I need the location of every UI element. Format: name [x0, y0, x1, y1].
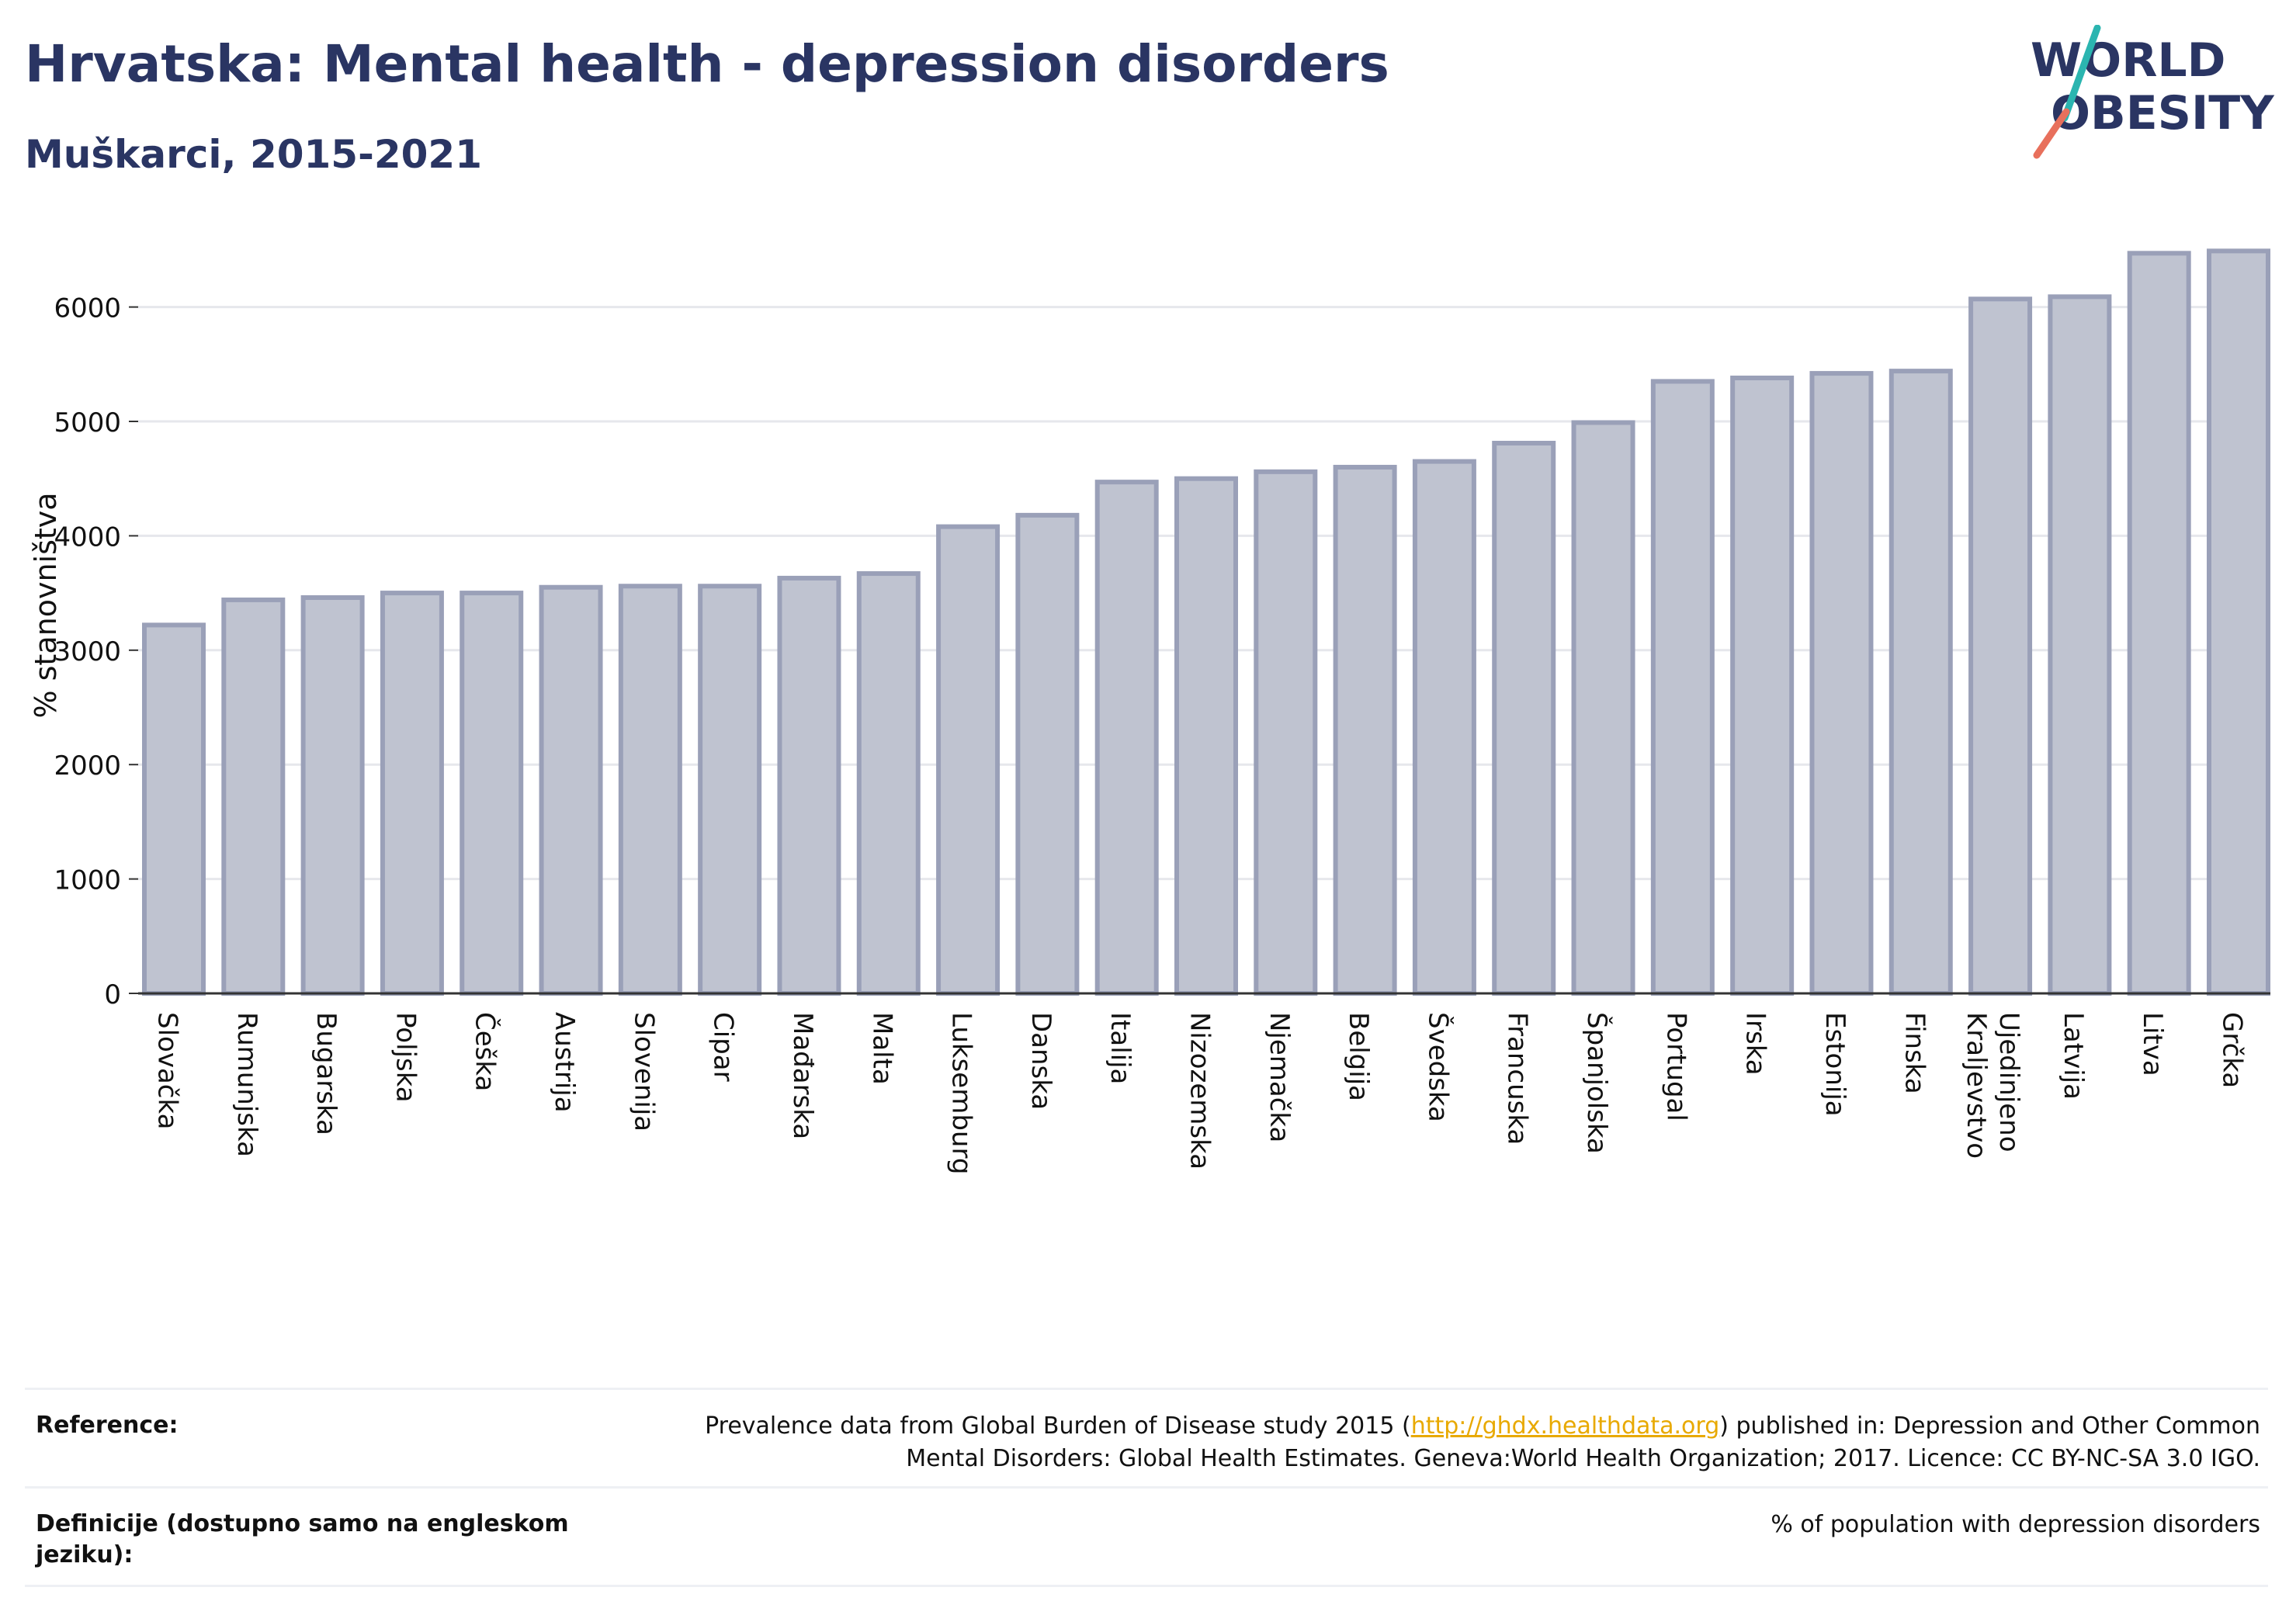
x-tick-label: Portugal: [1660, 1012, 1691, 1121]
definition-text: % of population with depression disorder…: [1771, 1511, 2260, 1538]
x-axis-labels: Slovačka Rumunjska Bugarska Poljska Češka Aus…: [152, 1012, 2248, 1174]
bar-Španjolska: [1571, 420, 1635, 996]
reference-text: Prevalence data from Global Burden of Di…: [630, 1410, 2260, 1475]
x-tick-label: Nizozemska: [1184, 1012, 1216, 1170]
bar-Estonija: [1809, 371, 1874, 996]
y-tick-label: 0: [104, 979, 121, 1010]
footer-table: Reference: Prevalence data from Global B…: [25, 1388, 2268, 1587]
bar-Litva: [2127, 251, 2191, 996]
x-tick-label: Malta: [866, 1012, 897, 1085]
bar-Finska: [1888, 369, 1953, 996]
reference-row: Reference: Prevalence data from Global B…: [25, 1388, 2268, 1486]
bar-Švedska: [1412, 459, 1476, 996]
logo-text-obesity: OBESITY: [2051, 86, 2275, 140]
definition-row: Definicije (dostupno samo na engleskom j…: [25, 1486, 2268, 1587]
x-tick-label: Poljska: [390, 1012, 421, 1103]
x-tick-label: Češka: [470, 1012, 501, 1091]
y-tick-label: 4000: [54, 522, 121, 553]
x-tick-label: Latvija: [2058, 1012, 2089, 1100]
x-tick-label-line: Kraljevstvo: [1961, 1012, 1993, 1159]
bar-Grčka: [2207, 248, 2270, 996]
logo-slash-coral: [2033, 108, 2070, 159]
x-tick-label: Cipar: [708, 1012, 739, 1082]
y-tick-label: 5000: [54, 407, 121, 438]
bar-Luksemburg: [936, 524, 1001, 996]
page-subtitle: Muškarci, 2015-2021: [25, 132, 483, 177]
y-tick-label: 2000: [54, 750, 121, 782]
x-tick-label: Slovačka: [152, 1012, 183, 1129]
reference-label: Reference:: [36, 1412, 179, 1439]
bar-Francuska: [1492, 441, 1556, 996]
x-tick-label: Grčka: [2217, 1012, 2248, 1088]
x-tick-label: Bugarska: [310, 1012, 342, 1135]
bar-Latvija: [2048, 294, 2112, 996]
y-tick-label: 3000: [54, 636, 121, 667]
bar-Slovačka: [142, 622, 206, 996]
x-tick-label-line: Ujedinjeno: [1994, 1012, 2025, 1152]
bar-Njemačka: [1254, 469, 1318, 996]
bar-Portugal: [1650, 379, 1715, 996]
x-tick-label: Mađarska: [787, 1012, 818, 1139]
x-tick-label: Luksemburg: [946, 1012, 977, 1174]
bar-Austrija: [539, 584, 603, 996]
x-tick-label: Slovenija: [628, 1012, 659, 1132]
reference-link[interactable]: http://ghdx.healthdata.org: [1410, 1412, 1720, 1440]
world-obesity-logo: WORLD OBESITY: [2031, 25, 2275, 159]
x-tick-label: Rumunjska: [231, 1012, 262, 1157]
x-tick-label: UjedinjenoKraljevstvo: [1961, 1012, 2025, 1159]
bar-chart: 0 1000 2000 3000 4000 5000 6000 Slovačka Rumunj…: [29, 248, 2270, 1174]
bar-Malta: [856, 571, 921, 996]
x-tick-label: Litva: [2137, 1012, 2168, 1076]
bar-Belgija: [1333, 464, 1397, 996]
logo-text-world: WORLD: [2031, 33, 2225, 88]
x-tick-label: Njemačka: [1264, 1012, 1295, 1142]
x-tick-label: Belgija: [1343, 1012, 1374, 1101]
bar-Irska: [1730, 375, 1795, 996]
bar-Bugarska: [300, 594, 365, 996]
bar-Rumunjska: [221, 597, 286, 996]
bar-Danska: [1015, 512, 1080, 996]
bar-Nizozemska: [1174, 476, 1238, 996]
bar-Cipar: [698, 584, 762, 996]
reference-text-part1: Prevalence data from Global Burden of Di…: [705, 1412, 1411, 1440]
bar-Češka: [460, 591, 524, 996]
bar-Italija: [1094, 480, 1159, 996]
x-tick-label: Švedska: [1422, 1012, 1454, 1122]
x-tick-label: Estonija: [1819, 1012, 1850, 1117]
x-tick-label: Finska: [1899, 1012, 1930, 1094]
y-tick-label: 1000: [54, 865, 121, 896]
bars: [142, 248, 2270, 996]
x-tick-label: Španjolska: [1581, 1012, 1613, 1154]
reference-text-line2: Mental Disorders: Global Health Estimate…: [906, 1445, 2260, 1472]
x-tick-label: Francuska: [1502, 1012, 1533, 1145]
y-axis-label: % stanovništva: [29, 492, 63, 718]
y-tick-label: 6000: [54, 293, 121, 324]
bar-Ujedinjeno Kraljevstvo: [1968, 296, 2033, 996]
bar-Poljska: [380, 591, 444, 996]
definition-label: Definicije (dostupno samo na engleskom j…: [36, 1510, 569, 1568]
x-tick-label: Italija: [1105, 1012, 1136, 1084]
bar-Mađarska: [777, 575, 841, 996]
x-tick-label: Austrija: [549, 1012, 580, 1113]
page-title: Hrvatska: Mental health - depression dis…: [25, 34, 1389, 94]
y-axis-ticks: 0 1000 2000 3000 4000 5000 6000: [54, 293, 138, 1010]
x-tick-label: Irska: [1740, 1012, 1771, 1076]
x-tick-label: Danska: [1025, 1012, 1056, 1110]
reference-text-part2: ) published in: Depression and Other Com…: [1719, 1412, 2260, 1440]
logo-slash-teal: [2061, 25, 2101, 122]
bar-Slovenija: [618, 584, 682, 996]
